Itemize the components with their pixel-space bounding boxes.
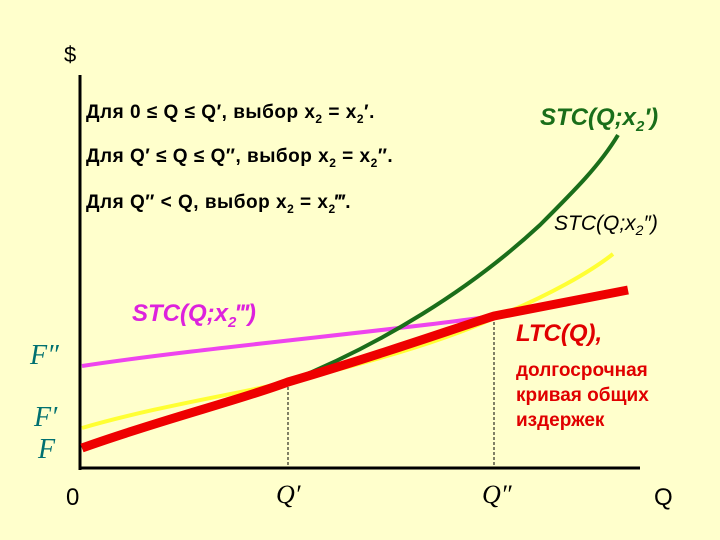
condition-3-eq: = x xyxy=(294,192,329,213)
stc1-label-sub: 2 xyxy=(636,117,645,135)
stc3-label-end: ‴) xyxy=(236,300,256,327)
condition-1-range: 0 ≤ Q ≤ Q′, xyxy=(129,102,228,123)
stc3-label-main: STC(Q;x xyxy=(132,300,228,327)
stc2-label-end: ″) xyxy=(643,212,658,235)
stc-x2-triple-prime-curve xyxy=(81,314,495,368)
stc3-label-sub: 2 xyxy=(228,313,237,331)
condition-2-sub2: 2 xyxy=(370,155,378,170)
f-double-prime-label: F″ xyxy=(30,340,59,371)
condition-1-prefix: Для xyxy=(86,102,125,123)
condition-3-sub: 2 xyxy=(287,201,295,216)
condition-1-eq: = x xyxy=(322,102,357,123)
condition-1-sub: 2 xyxy=(315,111,323,126)
q-double-prime-tick: Q″ xyxy=(482,480,512,509)
x-axis-label: Q xyxy=(654,484,673,511)
condition-line-3: Для Q″ < Q, выбор x2 = x2‴. xyxy=(86,192,351,216)
origin-label: 0 xyxy=(66,484,80,511)
condition-2-prefix: Для xyxy=(86,146,125,167)
ltc-description-line-2: кривая общих xyxy=(516,385,649,406)
condition-2-range: Q′ ≤ Q ≤ Q″, xyxy=(129,146,242,167)
condition-1-sup: ′. xyxy=(364,102,375,123)
stc1-label-end: ′) xyxy=(644,104,659,131)
condition-line-1: Для 0 ≤ Q ≤ Q′, выбор x2 = x2′. xyxy=(86,102,375,126)
condition-line-2: Для Q′ ≤ Q ≤ Q″, выбор x2 = x2″. xyxy=(86,146,393,170)
stc-x2-prime-label: STC(Q;x2′) xyxy=(540,104,658,135)
ltc-curve xyxy=(80,285,629,453)
ltc-description-line-1: долгосрочная xyxy=(516,360,648,381)
ltc-label: LTC(Q), xyxy=(516,320,603,347)
condition-2-sup: ″. xyxy=(377,146,394,167)
q-prime-tick: Q′ xyxy=(276,480,301,509)
condition-1-choice: выбор x xyxy=(233,102,316,123)
condition-3-sup: ‴. xyxy=(335,192,352,213)
condition-3-prefix: Для xyxy=(86,192,125,213)
condition-2-choice: выбор x xyxy=(247,146,330,167)
stc2-label-main: STC(Q;x xyxy=(554,212,636,235)
f-prime-label: F′ xyxy=(34,402,58,433)
condition-3-sub2: 2 xyxy=(328,201,336,216)
stc-x2-double-prime-label: STC(Q;x2″) xyxy=(554,212,658,238)
y-axis-label: $ xyxy=(64,42,77,67)
ltc-description: долгосрочная кривая общих издержек xyxy=(516,358,649,433)
condition-2-eq: = x xyxy=(336,146,371,167)
stc1-label-main: STC(Q;x xyxy=(540,104,636,131)
condition-3-range: Q″ < Q, xyxy=(129,192,200,213)
ltc-description-line-3: издержек xyxy=(516,410,605,431)
stc-x2-triple-prime-label: STC(Q;x2‴) xyxy=(132,300,256,331)
condition-1-sub2: 2 xyxy=(356,111,365,126)
condition-2-sub: 2 xyxy=(329,155,337,170)
condition-3-choice: выбор x xyxy=(204,192,288,213)
f-label: F xyxy=(38,434,56,465)
stc2-label-sub: 2 xyxy=(635,222,644,239)
